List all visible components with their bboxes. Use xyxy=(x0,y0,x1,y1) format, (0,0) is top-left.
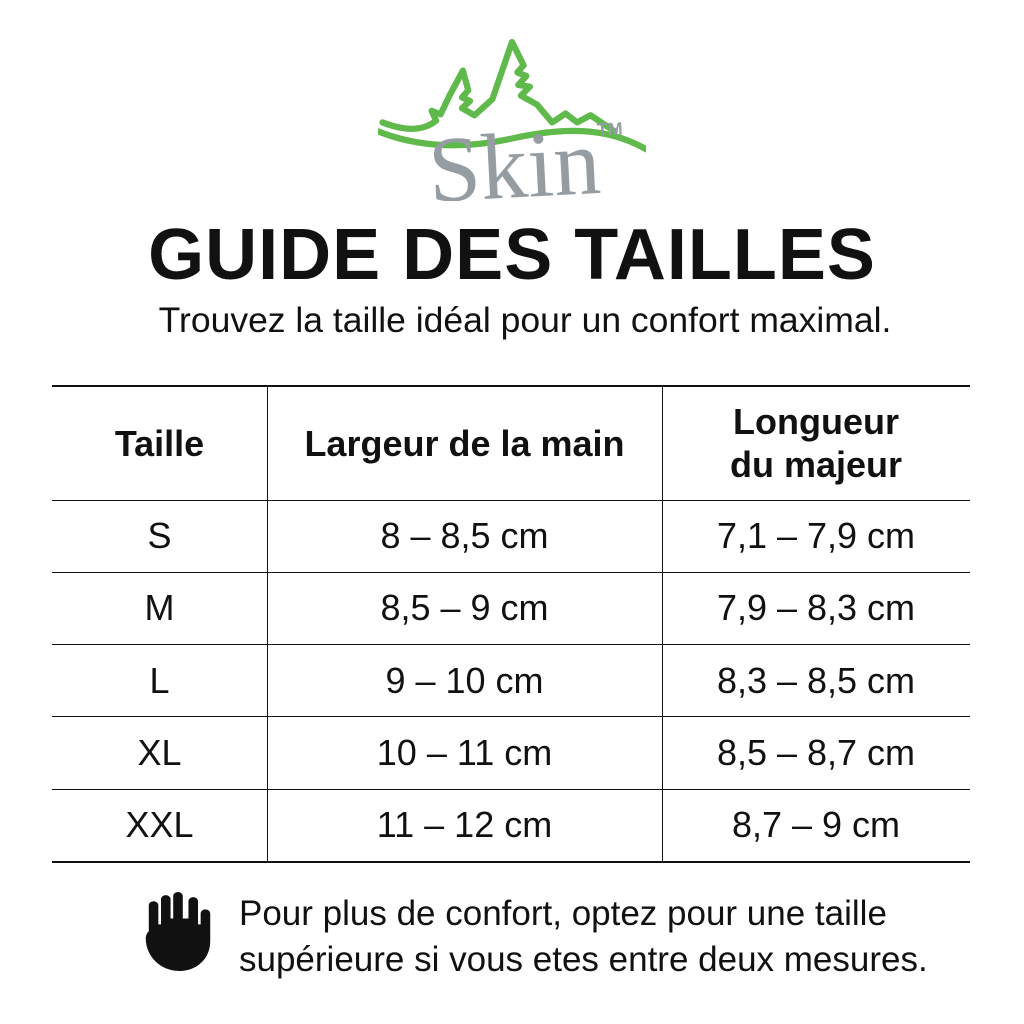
svg-text:Skin: Skin xyxy=(426,110,603,201)
svg-text:TM: TM xyxy=(596,118,623,139)
